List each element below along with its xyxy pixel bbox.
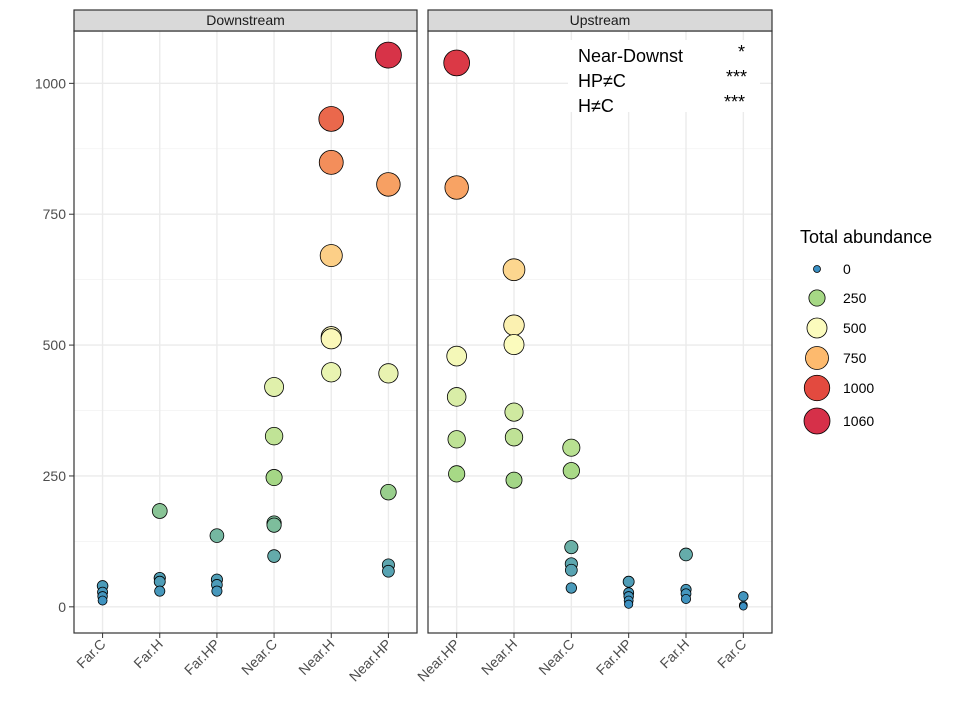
legend-key — [808, 289, 826, 307]
legend-label: 250 — [843, 290, 867, 306]
data-point — [739, 602, 748, 611]
data-point — [503, 314, 525, 336]
data-point — [151, 503, 168, 519]
y-tick-label: 750 — [43, 206, 67, 222]
data-point — [443, 49, 470, 77]
data-point — [504, 402, 524, 422]
annotation-sig-3: *** — [724, 92, 745, 112]
annotation-label-3: H≠C — [578, 96, 614, 116]
data-point — [447, 430, 466, 449]
x-tick-label: Far.C — [73, 636, 109, 672]
data-point — [444, 175, 469, 200]
panel-background — [74, 31, 417, 633]
legend-label: 500 — [843, 320, 867, 336]
legend-title: Total abundance — [800, 227, 932, 247]
annotation-sig-1: * — [738, 42, 745, 62]
data-point — [318, 149, 344, 175]
data-point — [448, 465, 466, 483]
x-tick-label: Far.HP — [181, 636, 223, 678]
data-point — [503, 334, 525, 355]
legend-key — [806, 317, 828, 339]
data-point — [319, 244, 343, 268]
data-point — [565, 582, 577, 594]
data-point — [622, 575, 635, 588]
data-point — [320, 328, 342, 350]
data-point — [564, 540, 579, 555]
x-tick-label: Far.H — [130, 636, 166, 672]
data-point — [264, 427, 284, 446]
data-point — [679, 547, 693, 562]
data-point — [154, 585, 166, 597]
data-point — [680, 593, 692, 605]
legend-label: 750 — [843, 350, 867, 366]
data-point — [153, 575, 166, 588]
y-tick-label: 250 — [43, 468, 67, 484]
data-point — [265, 469, 283, 487]
data-point — [211, 585, 223, 597]
strip-upstream — [427, 9, 773, 32]
data-point — [97, 595, 108, 606]
y-tick-label: 1000 — [35, 75, 66, 91]
x-tick-label: Far.H — [657, 636, 693, 672]
data-point — [446, 345, 467, 367]
x-tick-label: Far.C — [714, 636, 750, 672]
data-point — [564, 563, 578, 577]
data-point — [321, 362, 342, 383]
y-tick-label: 500 — [43, 337, 67, 353]
data-point — [446, 387, 467, 407]
data-point — [504, 428, 524, 447]
x-tick-label: Far.HP — [593, 636, 635, 678]
x-tick-label: Near.HP — [414, 636, 463, 685]
legend-key — [813, 265, 821, 273]
legend-key — [803, 407, 831, 435]
legend-key — [805, 346, 829, 370]
legend-label: 1060 — [843, 413, 874, 429]
legend-label: 0 — [843, 261, 851, 277]
data-point — [267, 549, 281, 563]
annotation-box: Near-Downst * HP≠C *** H≠C *** — [568, 40, 760, 116]
strip-label: Downstream — [206, 12, 285, 28]
x-tick-label: Near.C — [238, 636, 280, 678]
data-point — [375, 41, 402, 69]
annotation-label-2: HP≠C — [578, 71, 626, 91]
data-point — [562, 462, 580, 480]
legend: Total abundance 0 250 500 750 1000 1060 — [800, 227, 932, 435]
strip-downstream — [73, 9, 418, 32]
data-point — [380, 483, 397, 501]
data-point — [318, 106, 345, 132]
data-point — [505, 471, 523, 489]
data-point — [266, 517, 282, 533]
data-point — [209, 528, 225, 543]
data-point — [382, 564, 395, 578]
data-point — [738, 591, 749, 602]
data-point — [378, 363, 399, 384]
data-point — [562, 438, 581, 457]
x-tick-label: Near.H — [295, 636, 337, 678]
annotation-label-1: Near-Downst — [578, 46, 683, 66]
x-tick-label: Near.C — [535, 636, 577, 678]
annotation-sig-2: *** — [726, 67, 747, 87]
x-tick-label: Near.HP — [346, 636, 395, 685]
annotation-background — [568, 40, 760, 112]
data-point — [264, 377, 284, 397]
panel-background — [428, 31, 772, 633]
data-point — [624, 599, 634, 609]
x-tick-label: Near.H — [478, 636, 520, 678]
legend-label: 1000 — [843, 380, 874, 396]
data-point — [502, 258, 526, 282]
y-tick-label: 0 — [58, 599, 66, 615]
legend-key — [803, 374, 831, 402]
data-point — [376, 172, 401, 197]
strip-label: Upstream — [570, 12, 631, 28]
